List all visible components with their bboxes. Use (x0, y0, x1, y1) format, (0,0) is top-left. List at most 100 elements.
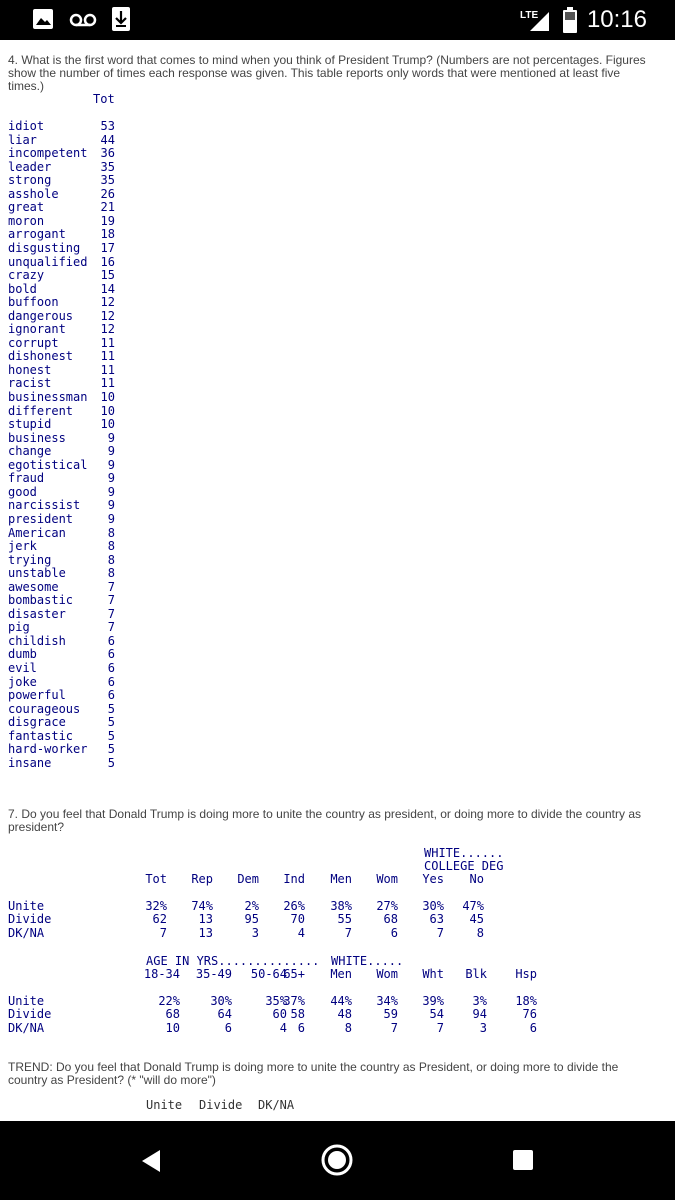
question-4-text: 4. What is the first word that comes to … (8, 53, 646, 93)
count-cell: 9 (107, 511, 115, 526)
word-cell: liar (8, 132, 37, 147)
count-cell: 35 (100, 173, 115, 188)
table-cell: 32% (145, 899, 167, 913)
table-cell: 4 (279, 1021, 287, 1035)
table-cell: 26% (283, 899, 305, 913)
word-cell: leader (8, 159, 52, 174)
table-cell: 59 (383, 1007, 398, 1021)
column-header: 35-49 (195, 967, 232, 981)
table-cell: 54 (429, 1007, 444, 1021)
word-cell: different (8, 403, 74, 418)
count-cell: 8 (107, 552, 115, 567)
count-cell: 5 (107, 742, 115, 757)
word-cell: egotistical (8, 457, 88, 472)
count-cell: 53 (100, 119, 115, 133)
word-cell: evil (8, 661, 37, 675)
table-cell: 37% (283, 994, 305, 1008)
count-cell: 9 (107, 471, 115, 486)
word-cell: ignorant (8, 322, 66, 337)
word-cell: pig (8, 620, 30, 635)
count-cell: 6 (107, 633, 115, 648)
count-cell: 7 (107, 579, 115, 594)
count-cell: 9 (107, 430, 115, 445)
count-cell: 5 (107, 715, 115, 730)
table-cell: 3 (479, 1021, 487, 1035)
table-cell: 3 (251, 926, 259, 940)
table-cell: 7 (344, 926, 352, 940)
count-cell: 15 (100, 268, 115, 283)
table-cell: 4 (297, 926, 305, 940)
clock: 10:16 (586, 6, 647, 33)
document-page: 4. What is the first word that comes to … (0, 40, 675, 1121)
word-cell: arrogant (8, 227, 66, 242)
table-cell: 60 (272, 1007, 287, 1021)
table-cell: 30% (422, 899, 444, 913)
column-header: Men (330, 967, 352, 981)
count-cell: 8 (107, 525, 115, 540)
word-cell: American (8, 525, 66, 540)
trend-column-header: DK/NA (258, 1098, 295, 1112)
download-icon (111, 6, 131, 37)
table-cell: 55 (337, 912, 352, 926)
back-button[interactable] (138, 1148, 164, 1174)
battery-icon (563, 7, 577, 38)
table-cell: 58 (290, 1007, 305, 1021)
count-cell: 6 (107, 688, 115, 703)
q7-group-header-white2: WHITE..... (331, 954, 404, 968)
word-cell: powerful (8, 688, 66, 703)
word-cell: disgusting (8, 240, 81, 255)
image-icon (32, 8, 54, 35)
column-header: Dem (237, 872, 259, 886)
table-cell: 18% (515, 994, 537, 1008)
column-header: Men (330, 872, 352, 886)
table-cell: 95 (244, 912, 259, 926)
word-cell: unstable (8, 566, 66, 581)
count-cell: 11 (100, 335, 115, 350)
count-cell: 17 (100, 240, 115, 255)
table-cell: 6 (297, 1021, 305, 1035)
table-cell: 7 (436, 1021, 444, 1035)
q7-group-header-white: WHITE...... (424, 846, 504, 860)
table-cell: 13 (198, 912, 213, 926)
count-cell: 9 (107, 444, 115, 459)
row-label: DK/NA (8, 1021, 45, 1035)
count-cell: 12 (100, 322, 115, 337)
word-cell: disaster (8, 606, 66, 621)
table-cell: 6 (390, 926, 398, 940)
count-cell: 7 (107, 593, 115, 608)
recents-square-icon (513, 1150, 533, 1170)
table-cell: 35% (265, 994, 287, 1008)
word-cell: buffoon (8, 295, 59, 310)
count-cell: 8 (107, 566, 115, 581)
back-triangle-icon (142, 1150, 160, 1172)
column-header: 18-34 (143, 967, 180, 981)
count-cell: 9 (107, 484, 115, 499)
word-cell: president (8, 511, 74, 526)
word-cell: good (8, 484, 37, 499)
home-button[interactable] (320, 1143, 354, 1177)
table-cell: 6 (529, 1021, 537, 1035)
word-cell: narcissist (8, 498, 81, 513)
table-cell: 38% (330, 899, 352, 913)
column-header: Wom (376, 967, 398, 981)
table-cell: 10 (165, 1021, 180, 1035)
q7-group-header-age: AGE IN YRS.............. (146, 954, 320, 968)
column-header: Hsp (515, 967, 537, 981)
count-cell: 36 (100, 146, 115, 161)
count-cell: 10 (100, 390, 115, 404)
recents-button[interactable] (512, 1149, 534, 1171)
word-cell: change (8, 444, 52, 459)
table-cell: 47% (462, 899, 484, 913)
word-cell: awesome (8, 579, 59, 594)
count-cell: 21 (100, 200, 115, 215)
count-cell: 11 (100, 349, 115, 364)
word-cell: crazy (8, 268, 45, 283)
count-cell: 11 (100, 376, 115, 391)
count-cell: 8 (107, 539, 115, 554)
table-cell: 39% (422, 994, 444, 1008)
table-cell: 8 (476, 926, 484, 940)
table-cell: 68 (383, 912, 398, 926)
q7-group-header-college: COLLEGE DEG (424, 859, 504, 873)
count-cell: 7 (107, 606, 115, 621)
table-cell: 63 (429, 912, 444, 926)
